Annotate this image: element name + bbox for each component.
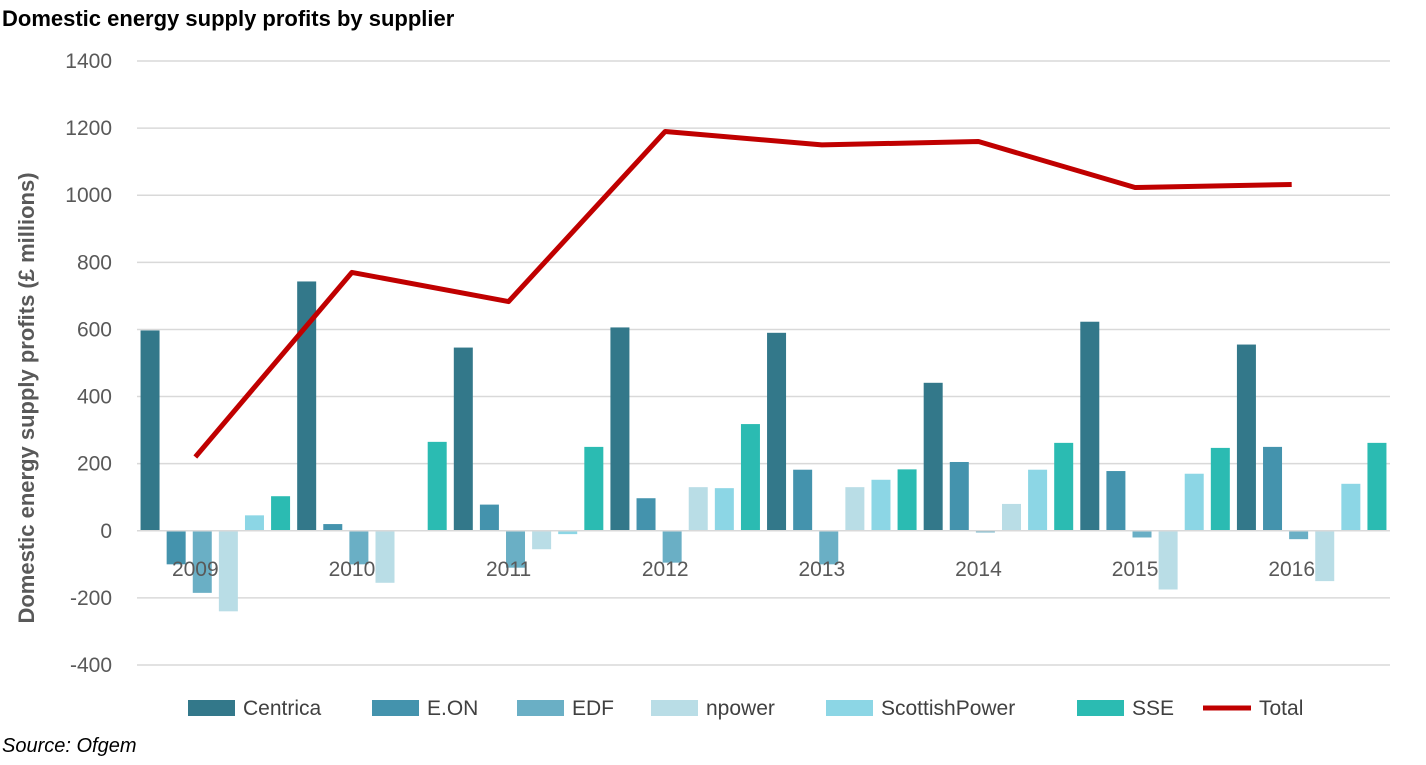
bar-e-on-2015 <box>1106 471 1126 531</box>
legend-swatch-e-on <box>372 700 419 716</box>
line-total <box>193 128 1292 459</box>
legend-swatch-npower <box>651 700 698 716</box>
bar-edf-2015 <box>1132 530 1152 538</box>
bar-edf-2016 <box>1289 530 1309 540</box>
y-tick-label: -400 <box>70 654 112 677</box>
bar-scottishpower-2012 <box>714 488 734 531</box>
bar-edf-2013 <box>819 530 839 565</box>
bar-npower-2014 <box>1001 503 1021 531</box>
bar-centrica-2009 <box>140 330 160 531</box>
y-tick-label: 1000 <box>65 184 112 207</box>
x-tick-label: 2012 <box>642 558 689 581</box>
bar-sse-2010 <box>427 441 447 531</box>
bar-scottishpower-2013 <box>871 479 891 531</box>
bar-e-on-2011 <box>479 504 499 531</box>
bar-edf-2009 <box>192 530 212 593</box>
bar-edf-2011 <box>506 530 526 568</box>
bar-sse-2009 <box>271 496 291 531</box>
legend-swatch-centrica <box>188 700 235 716</box>
bar-e-on-2012 <box>636 498 656 531</box>
source-note: Source: Ofgem <box>2 735 137 757</box>
bar-centrica-2013 <box>767 332 787 531</box>
legend-label-total: Total <box>1259 697 1303 720</box>
bar-sse-2016 <box>1367 442 1387 531</box>
bar-npower-2012 <box>688 487 708 531</box>
x-tick-labels: 2009 2010 2011 2012 2013 2014 2015 2016 <box>172 558 1315 581</box>
x-tick-label: 2011 <box>486 558 531 581</box>
x-tick-label: 2014 <box>955 558 1002 581</box>
bar-scottishpower-2014 <box>1028 469 1048 531</box>
x-tick-label: 2010 <box>329 558 376 581</box>
bar-e-on-2010 <box>323 524 343 531</box>
y-tick-label: 800 <box>77 251 112 274</box>
bars <box>137 281 1390 612</box>
bar-centrica-2010 <box>297 281 317 531</box>
y-tick-label: 1400 <box>65 50 112 73</box>
bar-scottishpower-2011 <box>558 530 578 535</box>
bar-e-on-2009 <box>166 530 186 565</box>
x-tick-label: 2013 <box>798 558 845 581</box>
bar-npower-2013 <box>845 487 865 531</box>
legend-label-edf: EDF <box>572 697 614 720</box>
bar-npower-2011 <box>532 530 552 550</box>
bar-centrica-2012 <box>610 327 630 531</box>
bar-e-on-2013 <box>793 469 813 531</box>
legend-swatch-sse <box>1077 700 1124 716</box>
y-tick-labels: -400 -200 0 200 400 600 800 1000 1200 1400 <box>65 50 112 677</box>
bar-edf-2010 <box>349 530 369 565</box>
bar-npower-2016 <box>1315 530 1335 582</box>
bar-centrica-2016 <box>1236 344 1256 531</box>
bar-e-on-2014 <box>949 461 969 531</box>
y-tick-label: 0 <box>100 520 112 543</box>
x-tick-label: 2009 <box>172 558 219 581</box>
chart-title: Domestic energy supply profits by suppli… <box>2 6 455 31</box>
legend-swatch-scottishpower <box>826 700 873 716</box>
bar-e-on-2016 <box>1263 446 1283 531</box>
bar-edf-2012 <box>662 530 682 563</box>
bar-sse-2015 <box>1210 447 1230 531</box>
bar-npower-2010 <box>375 530 395 583</box>
total-line <box>193 128 1292 459</box>
y-tick-label: 400 <box>77 386 112 409</box>
bar-sse-2012 <box>740 424 760 531</box>
x-tick-label: 2016 <box>1268 558 1315 581</box>
bar-edf-2014 <box>975 530 995 533</box>
bar-centrica-2011 <box>453 347 473 531</box>
x-tick-label: 2015 <box>1112 558 1159 581</box>
bar-scottishpower-2009 <box>244 515 264 531</box>
bar-npower-2009 <box>218 530 238 612</box>
legend-swatch-edf <box>517 700 564 716</box>
bar-sse-2011 <box>584 446 604 531</box>
legend-label-e-on: E.ON <box>427 697 478 720</box>
y-tick-label: 200 <box>77 453 112 476</box>
legend-label-npower: npower <box>706 697 775 720</box>
bar-sse-2013 <box>897 469 917 531</box>
bar-centrica-2014 <box>923 382 943 531</box>
y-tick-label: 600 <box>77 318 112 341</box>
bar-centrica-2015 <box>1080 321 1100 531</box>
bar-scottishpower-2015 <box>1184 473 1204 531</box>
bar-npower-2015 <box>1158 530 1178 590</box>
legend-label-sse: SSE <box>1132 697 1174 720</box>
legend-label-centrica: Centrica <box>243 697 322 720</box>
y-tick-label: -200 <box>70 587 112 610</box>
bar-sse-2014 <box>1054 442 1074 531</box>
bar-scottishpower-2016 <box>1341 483 1361 531</box>
y-axis-label: Domestic energy supply profits (£ millio… <box>14 172 39 623</box>
legend-label-scottishpower: ScottishPower <box>881 697 1015 720</box>
legend: Centrica E.ON EDF npower ScottishPower SSE Tot… <box>188 697 1303 720</box>
gridlines <box>137 60 1390 666</box>
y-tick-label: 1200 <box>65 117 112 140</box>
